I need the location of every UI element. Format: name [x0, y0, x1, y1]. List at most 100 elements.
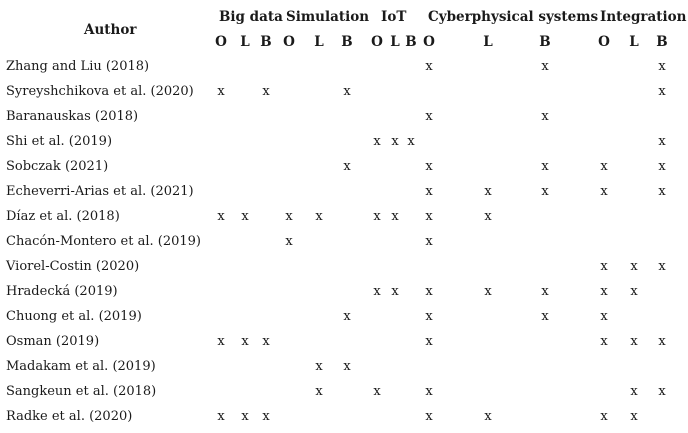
table-cell: x	[541, 109, 549, 124]
table-cell: x	[425, 384, 433, 399]
author-name: Radke et al. (2020)	[6, 409, 133, 424]
table-cell: x	[391, 209, 399, 224]
sub-column-header: L	[390, 34, 400, 50]
author-name: Shi et al. (2019)	[6, 134, 113, 149]
table-cell: x	[658, 259, 666, 274]
sub-column-header: L	[483, 34, 493, 50]
sub-column-header: O	[283, 34, 295, 50]
table-cell: x	[484, 209, 492, 224]
table-cell: x	[600, 184, 608, 199]
table-cell: x	[373, 284, 381, 299]
sub-column-header: B	[341, 34, 353, 50]
table-cell: x	[600, 309, 608, 324]
table-cell: x	[217, 84, 225, 99]
table-cell: x	[315, 359, 323, 374]
table-cell: x	[600, 409, 608, 424]
table-cell: x	[600, 334, 608, 349]
sub-column-header: O	[371, 34, 383, 50]
table-cell: x	[658, 134, 666, 149]
table-cell: x	[658, 159, 666, 174]
table-cell: x	[343, 309, 351, 324]
table-cell: x	[391, 284, 399, 299]
table-cell: x	[425, 209, 433, 224]
table-cell: x	[315, 384, 323, 399]
table-cell: x	[425, 309, 433, 324]
author-name: Chacón-Montero et al. (2019)	[6, 234, 201, 249]
table-cell: x	[373, 134, 381, 149]
group-header: Integration	[600, 9, 687, 25]
author-name: Zhang and Liu (2018)	[6, 59, 150, 74]
table-cell: x	[630, 259, 638, 274]
table-cell: x	[262, 409, 270, 424]
table-cell: x	[425, 109, 433, 124]
author-column-header: Author	[84, 22, 137, 38]
table-cell: x	[658, 184, 666, 199]
table-cell: x	[658, 384, 666, 399]
sub-column-header: B	[539, 34, 551, 50]
table-cell: x	[425, 409, 433, 424]
author-name: Madakam et al. (2019)	[6, 359, 156, 374]
table-cell: x	[407, 134, 415, 149]
table-cell: x	[343, 359, 351, 374]
author-name: Baranauskas (2018)	[6, 109, 139, 124]
sub-column-header: B	[405, 34, 417, 50]
table-cell: x	[373, 209, 381, 224]
table-cell: x	[484, 284, 492, 299]
author-name: Syreyshchikova et al. (2020)	[6, 84, 194, 99]
table-cell: x	[600, 259, 608, 274]
table-cell: x	[541, 59, 549, 74]
author-name: Chuong et al. (2019)	[6, 309, 142, 324]
table-cell: x	[541, 309, 549, 324]
table-cell: x	[541, 184, 549, 199]
sub-column-header: B	[260, 34, 272, 50]
table-cell: x	[630, 334, 638, 349]
table-cell: x	[630, 409, 638, 424]
author-name: Viorel-Costin (2020)	[6, 259, 140, 274]
table-cell: x	[658, 84, 666, 99]
table-cell: x	[343, 159, 351, 174]
author-name: Díaz et al. (2018)	[6, 209, 120, 224]
sub-column-header: L	[240, 34, 250, 50]
table-cell: x	[285, 234, 293, 249]
table-cell: x	[630, 284, 638, 299]
author-name: Hradecká (2019)	[6, 284, 118, 299]
table-cell: x	[484, 184, 492, 199]
table-cell: x	[262, 84, 270, 99]
table-cell: x	[217, 409, 225, 424]
sub-column-header: B	[656, 34, 668, 50]
sub-column-header: L	[314, 34, 324, 50]
table-cell: x	[217, 334, 225, 349]
group-header: Cyberphysical systems	[428, 9, 599, 25]
table-cell: x	[391, 134, 399, 149]
group-header: Big data	[219, 9, 283, 25]
sub-column-header: O	[598, 34, 610, 50]
table-cell: x	[217, 209, 225, 224]
author-name: Sobczak (2021)	[6, 159, 109, 174]
table-cell: x	[484, 409, 492, 424]
author-name: Sangkeun et al. (2018)	[6, 384, 157, 399]
table-cell: x	[541, 159, 549, 174]
table-cell: x	[425, 284, 433, 299]
table-cell: x	[658, 334, 666, 349]
table-cell: x	[600, 159, 608, 174]
table-cell: x	[373, 384, 381, 399]
author-name: Echeverri-Arias et al. (2021)	[6, 184, 194, 199]
table-cell: x	[262, 334, 270, 349]
sub-column-header: O	[215, 34, 227, 50]
table-cell: x	[285, 209, 293, 224]
table-cell: x	[241, 334, 249, 349]
author-name: Osman (2019)	[6, 334, 100, 349]
sub-column-header: L	[629, 34, 639, 50]
table-cell: x	[425, 159, 433, 174]
table-cell: x	[241, 409, 249, 424]
table-cell: x	[600, 284, 608, 299]
group-header: Simulation	[286, 9, 370, 25]
table-cell: x	[630, 384, 638, 399]
sub-column-header: O	[423, 34, 435, 50]
table-cell: x	[425, 334, 433, 349]
table-cell: x	[425, 234, 433, 249]
table-cell: x	[241, 209, 249, 224]
table-cell: x	[425, 59, 433, 74]
table-cell: x	[541, 284, 549, 299]
